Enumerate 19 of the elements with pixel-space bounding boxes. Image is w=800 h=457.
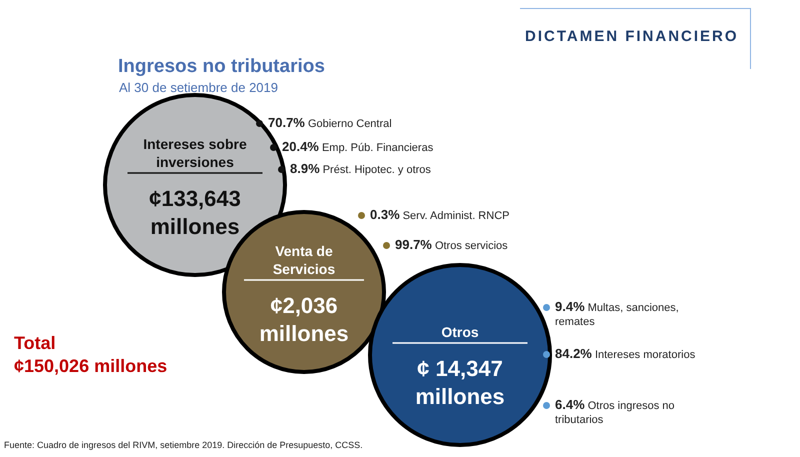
- text: 20.4% Emp. Púb. Financieras: [282, 139, 434, 155]
- data-label: ¢ 14,347 millones: [414, 355, 506, 411]
- data-label: ¢2,036 millones: [258, 292, 350, 348]
- text: Ingresos no tributarios: [118, 56, 325, 78]
- text: 6.4% Otros ingresos no tributarios: [555, 397, 676, 427]
- text: 0.3% Serv. Administ. RNCP: [370, 207, 510, 223]
- text: Total ¢150,026 millones: [14, 332, 168, 378]
- text: DICTAMEN FINANCIERO: [525, 28, 739, 45]
- data-label: ¢133,643 millones: [148, 185, 242, 241]
- text: 99.7% Otros servicios: [395, 237, 509, 253]
- category-label: Venta de Servicios: [272, 242, 336, 278]
- text: 84.2% Intereses moratorios: [555, 346, 696, 362]
- text: 70.7% Gobierno Central: [268, 115, 393, 131]
- text: 9.4% Multas, sanciones, remates: [555, 299, 680, 329]
- source-note: Fuente: Cuadro de ingresos del RIVM, setiembre 2019. Dirección de Presupuesto, CCSS.: [4, 440, 363, 450]
- category-label: Intereses sobre inversiones: [142, 135, 248, 171]
- text: 8.9% Prést. Hipotec. y otros: [290, 161, 432, 177]
- text: Al 30 de setiembre de 2019: [119, 80, 278, 95]
- category-label: Otros: [440, 323, 480, 341]
